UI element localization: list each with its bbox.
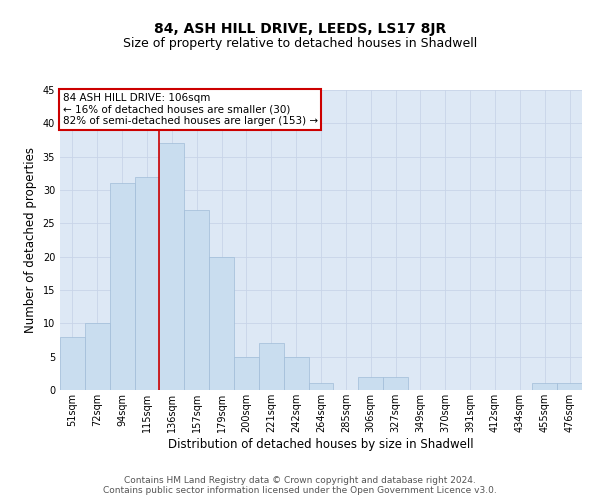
Bar <box>160 144 184 390</box>
Text: 84 ASH HILL DRIVE: 106sqm
← 16% of detached houses are smaller (30)
82% of semi-: 84 ASH HILL DRIVE: 106sqm ← 16% of detac… <box>62 93 318 126</box>
Bar <box>557 384 582 390</box>
Text: Size of property relative to detached houses in Shadwell: Size of property relative to detached ho… <box>123 38 477 51</box>
Text: Contains HM Land Registry data © Crown copyright and database right 2024.
Contai: Contains HM Land Registry data © Crown c… <box>103 476 497 495</box>
Bar <box>184 210 209 390</box>
Bar <box>284 356 308 390</box>
X-axis label: Distribution of detached houses by size in Shadwell: Distribution of detached houses by size … <box>168 438 474 450</box>
Bar <box>383 376 408 390</box>
Bar <box>134 176 160 390</box>
Y-axis label: Number of detached properties: Number of detached properties <box>24 147 37 333</box>
Bar <box>532 384 557 390</box>
Bar <box>358 376 383 390</box>
Bar <box>259 344 284 390</box>
Bar <box>110 184 134 390</box>
Bar <box>85 324 110 390</box>
Bar <box>60 336 85 390</box>
Bar <box>234 356 259 390</box>
Text: 84, ASH HILL DRIVE, LEEDS, LS17 8JR: 84, ASH HILL DRIVE, LEEDS, LS17 8JR <box>154 22 446 36</box>
Bar <box>308 384 334 390</box>
Bar <box>209 256 234 390</box>
